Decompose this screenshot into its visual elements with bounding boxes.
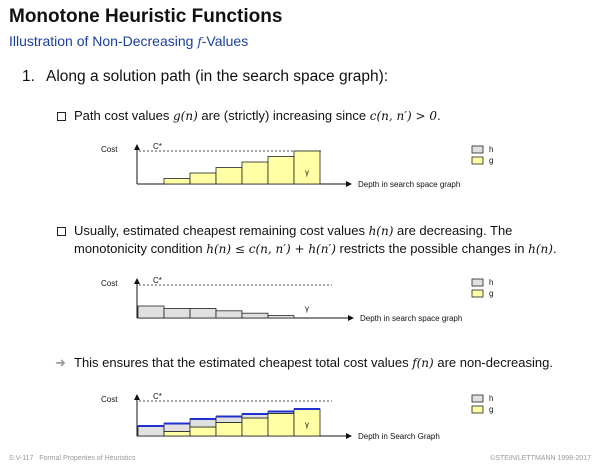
cstar-label: C* <box>153 276 162 285</box>
bullet-text: . <box>436 108 441 123</box>
bar-g <box>241 417 269 437</box>
y-axis-label: Cost <box>101 395 118 404</box>
legend-swatch-g <box>471 156 484 165</box>
math-g: g(n) <box>173 109 198 123</box>
footer-text: Formal Properties of Heuristics <box>39 455 136 462</box>
bullet-box-icon <box>57 227 66 236</box>
cstar-label: C* <box>153 392 162 401</box>
bullet-text: This ensures that the estimated cheapest… <box>74 355 413 370</box>
cstar-label: C* <box>153 142 162 151</box>
gamma-label: γ <box>305 420 309 429</box>
legend-swatch-h <box>471 145 484 154</box>
bar-g <box>241 161 269 185</box>
y-axis-label: Cost <box>101 145 118 154</box>
bullet-text: are non-decreasing. <box>433 355 553 370</box>
chart-g-values: Cost C* Depth in search space graph hg γ <box>101 142 493 189</box>
x-axis-label: Depth in Search Graph <box>358 432 440 441</box>
legend-swatch-h <box>471 278 484 287</box>
enum-text: Along a solution path (in the search spa… <box>46 68 389 85</box>
bar-g <box>189 172 217 185</box>
math-cost-condition: c(n, n′) > 0 <box>369 109 437 123</box>
bar-g <box>215 167 243 185</box>
bar-h <box>241 312 269 319</box>
chart-h-values: Cost C* Depth in search space graph hg γ <box>101 276 493 323</box>
bar-g <box>163 178 191 185</box>
legend-swatch-g <box>471 289 484 298</box>
y-axis-label: Cost <box>101 279 118 288</box>
bullet-text: . <box>552 241 557 256</box>
bullet-text: monotonicity condition <box>74 241 207 256</box>
bullet-box-icon <box>57 112 66 121</box>
math-monotonicity: h(n) ≤ c(n, n′) + h(n′) <box>206 242 336 256</box>
bar-h <box>215 310 243 319</box>
legend-label-g: g <box>489 289 493 298</box>
math-h: h(n) <box>528 242 553 256</box>
slide-title: Monotone Heuristic Functions <box>9 6 283 27</box>
math-h: h(n) <box>368 224 394 238</box>
bullet-text: are (strictly) increasing since <box>197 108 370 123</box>
legend-label-h: h <box>489 394 493 403</box>
math-f: f(n) <box>412 356 434 370</box>
chart-f-values: Cost C* Depth in Search Graph hg γ <box>101 392 493 441</box>
bullet-text: Usually, estimated cheapest remaining co… <box>74 223 369 238</box>
bar-g <box>163 431 191 437</box>
bar-h <box>163 307 191 319</box>
legend-swatch-h <box>471 394 484 403</box>
bar-g <box>293 150 321 185</box>
bar-h <box>137 305 165 319</box>
bar-g <box>293 408 321 437</box>
legend-label-g: g <box>489 156 493 165</box>
bar-h <box>267 315 295 319</box>
bar-h <box>163 423 191 432</box>
x-axis-label: Depth in search space graph <box>360 314 462 323</box>
bar-g <box>189 426 217 437</box>
gamma-label: γ <box>305 168 309 177</box>
footer-left: S:V-117 Formal Properties of Heuristics <box>9 455 135 462</box>
bar-g <box>215 422 243 437</box>
bar-g <box>267 156 295 185</box>
gamma-label: γ <box>305 304 309 313</box>
legend-swatch-g <box>471 405 484 414</box>
bar-h <box>189 418 217 428</box>
bar-h <box>137 425 165 437</box>
bullet-text: are decreasing. The <box>393 223 513 238</box>
bar-g <box>267 413 295 437</box>
bullet-text: restricts the possible changes in <box>335 241 529 256</box>
footer-code: S:V-117 <box>9 455 34 462</box>
bullet-text: Path cost values <box>74 108 173 123</box>
slide-subtitle: Illustration of Non-Decreasing f-Values <box>9 33 249 49</box>
legend-label-h: h <box>489 278 493 287</box>
right-arrow-icon: ➜ <box>55 355 66 370</box>
bar-h <box>189 307 217 319</box>
enum-number: 1. <box>22 68 35 85</box>
x-axis-label: Depth in search space graph <box>358 180 460 189</box>
enum-item-1: 1. Along a solution path (in the search s… <box>22 68 388 86</box>
footer-copyright: ©STEIN/LETTMANN 1998-2017 <box>490 455 591 462</box>
legend-label-h: h <box>489 145 493 154</box>
legend-label-g: g <box>489 405 493 414</box>
